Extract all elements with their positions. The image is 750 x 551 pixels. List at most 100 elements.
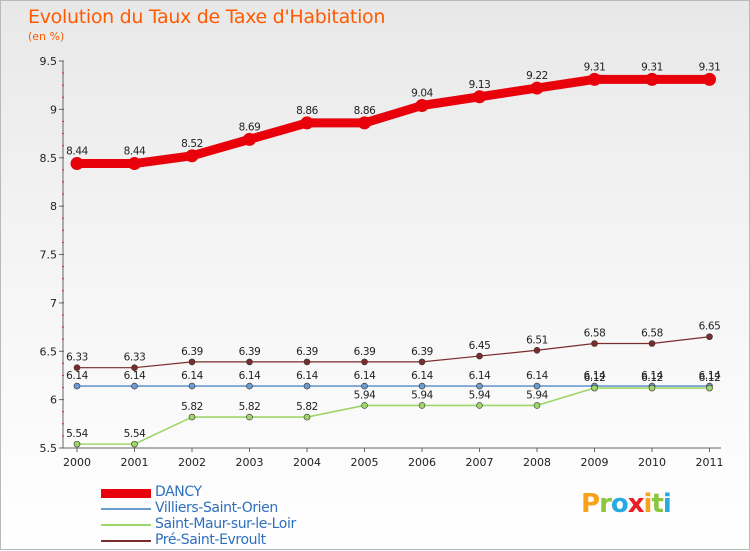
data-point-0 (588, 72, 601, 86)
data-point-1 (361, 382, 368, 390)
data-point-0 (703, 72, 716, 86)
x-tick-label: 2006 (408, 456, 436, 469)
legend-label-1: Villiers-Saint-Orien (155, 500, 278, 516)
y-tick-label: 6 (50, 394, 57, 407)
data-label-1: 6.14 (66, 370, 88, 382)
data-label-2: 5.54 (66, 428, 88, 440)
x-tick-label: 2004 (293, 456, 321, 469)
data-point-2 (246, 413, 253, 421)
proxiti-logo: Proxiti (581, 489, 672, 519)
data-point-0 (300, 116, 314, 130)
data-label-1: 6.14 (239, 370, 261, 382)
data-label-1: 6.14 (181, 370, 203, 382)
data-label-0: 9.13 (469, 79, 491, 91)
data-point-3 (591, 340, 598, 347)
data-point-2 (706, 384, 713, 392)
data-label-0: 8.44 (124, 146, 146, 158)
legend-swatch-1 (101, 508, 151, 510)
data-point-2 (648, 384, 656, 392)
data-point-0 (473, 90, 486, 104)
data-label-1: 6.14 (354, 370, 376, 382)
legend-label-0: DANCY (155, 484, 202, 500)
series-line-2 (76, 387, 711, 445)
data-label-2: 5.94 (526, 389, 548, 401)
data-label-0: 8.69 (239, 121, 261, 133)
data-point-3 (361, 358, 368, 366)
data-label-1: 6.14 (296, 370, 318, 382)
data-point-1 (131, 382, 138, 390)
data-point-2 (418, 402, 426, 409)
data-point-2 (533, 402, 541, 409)
x-tick-label: 2002 (178, 456, 206, 469)
legend-swatch-3 (101, 540, 151, 542)
chart-series (70, 72, 716, 448)
data-label-1: 6.14 (641, 370, 663, 382)
data-label-0: 8.86 (354, 105, 376, 117)
data-point-0 (243, 132, 256, 146)
data-point-1 (303, 382, 311, 390)
data-label-2: 5.54 (124, 428, 146, 440)
data-label-1: 6.14 (584, 370, 606, 382)
data-label-0: 9.31 (641, 61, 663, 73)
data-label-3: 6.65 (699, 321, 721, 333)
data-label-2: 5.82 (239, 401, 261, 413)
y-tick-label: 9 (50, 103, 57, 116)
data-label-1: 6.14 (469, 370, 491, 382)
data-label-2: 5.94 (354, 389, 376, 401)
data-point-2 (73, 440, 81, 448)
data-point-2 (361, 402, 368, 409)
data-label-0: 9.31 (584, 61, 606, 73)
y-tick-label: 8 (50, 200, 57, 213)
data-point-3 (188, 358, 196, 366)
data-point-0 (530, 81, 544, 95)
x-tick-label: 2008 (523, 456, 551, 469)
data-label-3: 6.58 (584, 328, 606, 340)
data-label-3: 6.39 (296, 346, 318, 358)
data-point-0 (415, 99, 429, 113)
x-tick-label: 2011 (696, 456, 724, 469)
data-label-2: 6.12 (641, 372, 663, 384)
data-point-3 (648, 340, 656, 347)
data-label-1: 6.14 (526, 370, 548, 382)
x-tick-label: 2000 (63, 456, 91, 469)
data-label-0: 9.04 (411, 88, 433, 100)
data-label-2: 6.12 (699, 372, 721, 384)
chart-axes: 5.5 6 6.5 7 7.5 8 8.5 9 9.5 2000 2001 2002 2003 2004 2… (40, 55, 724, 469)
data-label-0: 9.31 (699, 61, 721, 73)
x-tick-label: 2005 (351, 456, 379, 469)
data-point-3 (706, 333, 713, 341)
x-tick-label: 2010 (638, 456, 666, 469)
legend-swatch-0 (101, 488, 151, 498)
data-point-0 (185, 149, 199, 163)
legend-label-2: Saint-Maur-sur-le-Loir (155, 516, 296, 532)
data-point-3 (131, 364, 138, 371)
data-label-3: 6.39 (181, 346, 203, 358)
data-point-3 (73, 364, 81, 371)
data-point-3 (303, 358, 311, 366)
data-label-0: 8.86 (296, 105, 318, 117)
data-point-2 (303, 413, 311, 421)
data-label-1: 6.14 (124, 370, 146, 382)
chart-data-labels: 8.44 8.44 8.52 8.69 8.86 8.86 9.04 9.13 9.22 9.31… (66, 61, 721, 440)
series-line-0 (72, 74, 714, 169)
data-label-3: 6.39 (354, 346, 376, 358)
data-point-1 (476, 382, 483, 390)
data-label-2: 5.94 (411, 389, 433, 401)
data-label-3: 6.58 (641, 328, 663, 340)
data-point-0 (70, 157, 84, 171)
chart-title: Evolution du Taux de Taxe d'Habitation (28, 6, 386, 28)
data-point-2 (476, 402, 483, 409)
data-point-0 (358, 116, 371, 130)
data-label-3: 6.45 (469, 340, 491, 352)
data-label-2: 6.12 (584, 372, 606, 384)
data-point-3 (533, 346, 541, 354)
y-tick-label: 7 (50, 297, 57, 310)
data-point-1 (73, 382, 81, 390)
data-label-2: 5.94 (469, 389, 491, 401)
y-tick-label: 6.5 (40, 345, 58, 358)
data-point-1 (418, 382, 426, 390)
legend-swatch-2 (101, 524, 151, 526)
data-point-3 (418, 358, 426, 366)
